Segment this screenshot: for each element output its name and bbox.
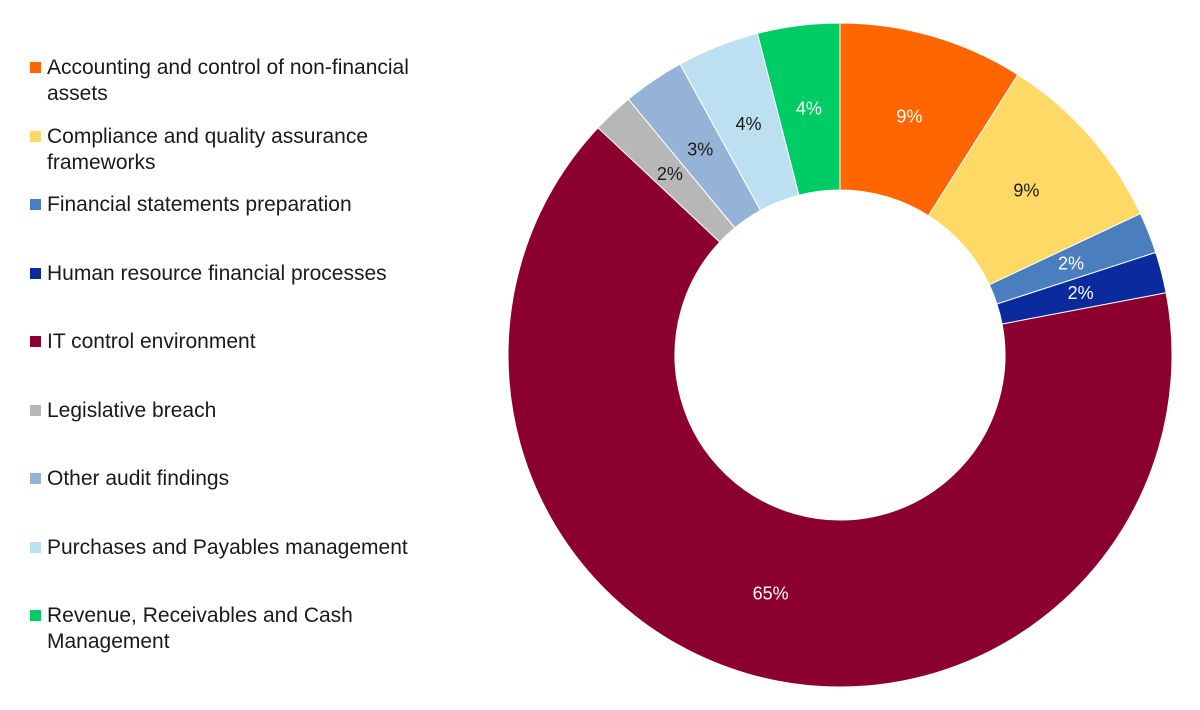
legend-label: Legislative breach xyxy=(47,398,217,422)
legend-swatch xyxy=(30,404,41,416)
legend-item: Accounting and control of non-financial … xyxy=(30,55,460,107)
legend-swatch xyxy=(30,610,41,621)
legend-label: Purchases and Payables management xyxy=(47,535,408,559)
donut-chart: 9%9%2%2%65%2%3%4%4% xyxy=(507,22,1173,688)
legend-swatch xyxy=(30,541,41,553)
legend-item: IT control environment xyxy=(30,329,460,355)
slice-data-label: 2% xyxy=(657,164,683,184)
legend-label: Human resource financial processes xyxy=(47,261,387,285)
legend-item: Purchases and Payables management xyxy=(30,535,460,561)
legend-item: Revenue, Receivables and Cash Management xyxy=(30,603,460,655)
donut-slice xyxy=(756,22,841,196)
slice-data-label: 9% xyxy=(1013,181,1039,201)
legend-swatch xyxy=(30,267,41,279)
legend-swatch xyxy=(30,130,41,142)
slice-data-label: 9% xyxy=(896,106,922,126)
slice-data-label: 3% xyxy=(687,139,713,159)
donut-slice-labels: 9%9%2%2%65%2%3%4%4% xyxy=(657,98,1094,603)
legend-item: Legislative breach xyxy=(30,398,460,424)
legend-item: Other audit findings xyxy=(30,466,460,492)
legend-swatch xyxy=(30,62,41,73)
slice-data-label: 65% xyxy=(753,584,789,604)
legend-item: Compliance and quality assurance framewo… xyxy=(30,124,460,176)
legend-label: Financial statements preparation xyxy=(47,193,352,216)
slice-data-label: 2% xyxy=(1068,283,1094,303)
chart-legend: Accounting and control of non-financial … xyxy=(30,55,460,675)
slice-data-label: 2% xyxy=(1058,254,1084,274)
legend-swatch xyxy=(30,473,41,484)
legend-label: Accounting and control of non-financial … xyxy=(47,56,409,105)
slice-data-label: 4% xyxy=(796,98,822,118)
legend-label: IT control environment xyxy=(47,330,256,353)
slice-data-label: 4% xyxy=(736,114,762,134)
donut-slice xyxy=(507,127,1173,688)
legend-label: Revenue, Receivables and Cash Management xyxy=(47,604,353,653)
legend-swatch xyxy=(30,336,41,347)
legend-label: Compliance and quality assurance framewo… xyxy=(47,124,369,174)
legend-label: Other audit findings xyxy=(47,467,230,490)
legend-item: Financial statements preparation xyxy=(30,192,460,218)
legend-item: Human resource financial processes xyxy=(30,261,460,287)
donut-slices xyxy=(507,22,1173,688)
legend-swatch xyxy=(30,199,41,210)
